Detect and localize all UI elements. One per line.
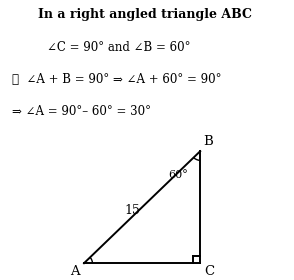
Text: A: A [70,265,80,277]
Text: In a right angled triangle ABC: In a right angled triangle ABC [38,8,252,21]
Text: C: C [204,265,215,277]
Text: B: B [203,136,213,148]
Text: 60°: 60° [168,170,188,180]
Text: ∴  ∠A + B = 90° ⇒ ∠A + 60° = 90°: ∴ ∠A + B = 90° ⇒ ∠A + 60° = 90° [12,73,221,86]
Text: ⇒ ∠A = 90°– 60° = 30°: ⇒ ∠A = 90°– 60° = 30° [12,105,151,118]
Text: ∠C = 90° and ∠B = 60°: ∠C = 90° and ∠B = 60° [47,41,191,53]
Text: 15: 15 [124,204,140,216]
